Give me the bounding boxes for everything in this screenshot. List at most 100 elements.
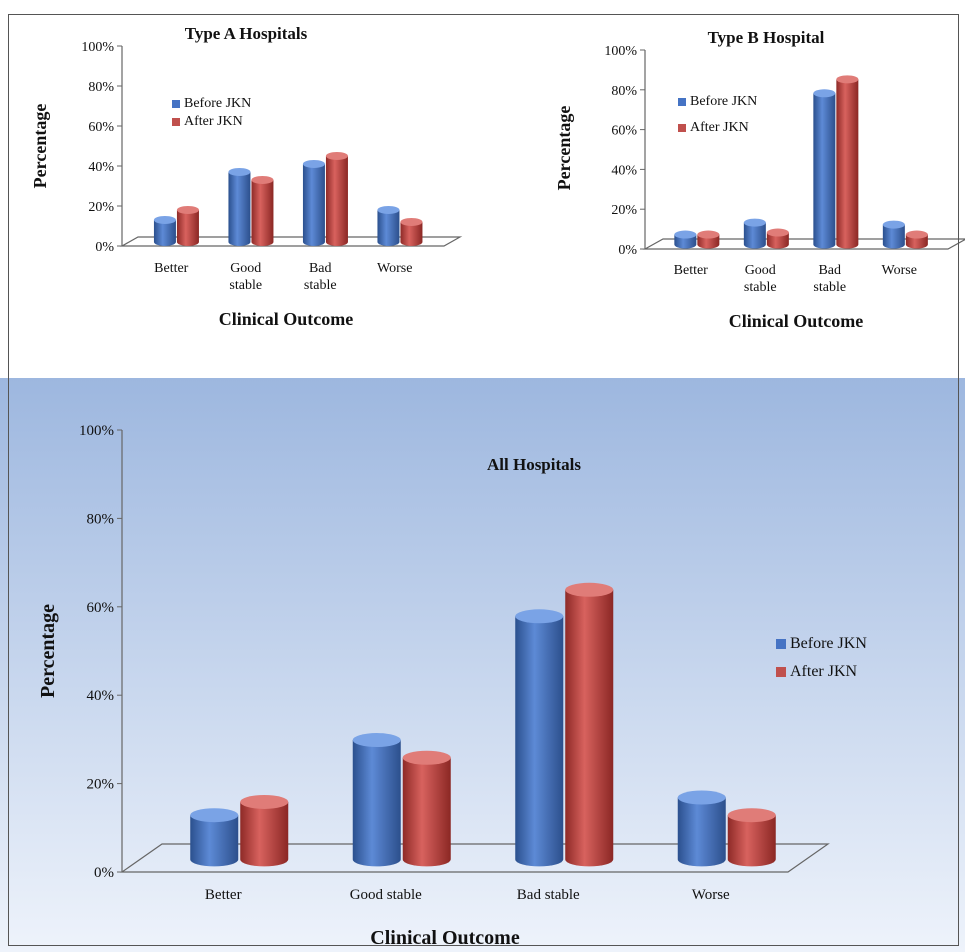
bar-before-worse [377, 205, 400, 246]
chart-floor [119, 236, 463, 247]
bar-top [727, 808, 776, 823]
y-tick-label: 20% [88, 200, 114, 215]
y-tick-label: 40% [88, 160, 114, 175]
bar-body [377, 209, 400, 246]
y-tick-label: 100% [604, 44, 637, 59]
bar-before-bad-stable [813, 89, 836, 249]
bar-body [743, 222, 766, 249]
bar-body [674, 234, 697, 249]
bar-body [813, 93, 836, 249]
legend-swatch-after [776, 667, 786, 677]
legend-label-after: After JKN [184, 114, 243, 129]
bar-body [228, 171, 251, 246]
y-tick-label: 60% [88, 120, 114, 135]
chart-svg: 0% 20% 40% 60% 80% 100% Better Good stable Bad s… [0, 378, 965, 952]
bar-body [400, 221, 423, 246]
chart-title: Type A Hospitals [185, 24, 308, 43]
chart-svg: 0% 20% 40% 60% 80% 100% Better Good stable Bad sta… [30, 24, 463, 329]
x-category-label: Worse [377, 261, 412, 276]
type-b-hospital-chart: 0% 20% 40% 60% 80% 100% Better Good stable Bad sta… [482, 0, 965, 378]
y-tick-label: 0% [95, 240, 114, 255]
legend-label-after: After JKN [690, 120, 749, 135]
y-axis-label: Percentage [554, 106, 574, 191]
bar-body [727, 815, 776, 867]
chart-title: All Hospitals [487, 455, 581, 474]
bar-before-better [674, 230, 697, 249]
x-category-label: Better [154, 261, 189, 276]
legend-swatch-after [678, 124, 686, 132]
legend-swatch-after [172, 118, 180, 126]
y-tick-label: 40% [611, 163, 637, 178]
bar-body [240, 801, 289, 867]
bar-top [905, 230, 928, 239]
legend-swatch-before [172, 100, 180, 108]
bar-before-better [190, 808, 239, 867]
y-tick-label: 20% [611, 203, 637, 218]
x-axis-label: Clinical Outcome [729, 311, 863, 331]
bar-body [402, 757, 451, 867]
bar-body [190, 815, 239, 867]
bar-body [766, 232, 789, 249]
bar-after-bad-stable [565, 582, 614, 867]
x-axis-label: Clinical Outcome [370, 927, 520, 949]
bar-body [515, 616, 564, 867]
bar-after-worse [727, 808, 776, 867]
bar-body [677, 797, 726, 867]
chart-floor [120, 843, 830, 873]
bar-after-better [240, 794, 289, 867]
bar-top [677, 790, 726, 805]
y-tick-label: 80% [87, 511, 115, 527]
bar-top [302, 159, 325, 168]
bar-after-good-stable [766, 228, 789, 249]
x-category-label: stable [744, 280, 777, 295]
bar-before-good-stable [743, 218, 766, 249]
bar-after-bad-stable [325, 151, 348, 246]
y-tick-label: 80% [88, 80, 114, 95]
x-category-label: Good stable [350, 887, 422, 903]
bar-body [325, 155, 348, 246]
bar-top [674, 230, 697, 239]
y-tick-label: 60% [87, 600, 115, 616]
bar-body [836, 79, 859, 249]
x-category-label: Better [205, 887, 242, 903]
legend-label-before: Before JKN [690, 94, 757, 109]
x-category-label: Bad [818, 263, 841, 278]
bar-top [402, 750, 451, 765]
bar-top [176, 205, 199, 214]
chart-background [0, 378, 965, 952]
y-tick-label: 100% [81, 40, 114, 55]
bar-body [697, 234, 720, 249]
x-category-label: Better [674, 263, 709, 278]
bar-top [190, 808, 239, 823]
bar-before-bad-stable [302, 159, 325, 246]
bar-top [377, 205, 400, 214]
legend-label-before: Before JKN [184, 96, 251, 111]
x-category-label: stable [229, 278, 262, 293]
x-category-label: Bad [309, 261, 332, 276]
legend-swatch-before [678, 98, 686, 106]
bar-body [565, 589, 614, 867]
bar-top [697, 230, 720, 239]
bar-top [836, 75, 859, 84]
y-tick-label: 20% [87, 777, 115, 793]
y-tick-label: 0% [94, 865, 114, 881]
y-tick-label: 80% [611, 84, 637, 99]
chart-svg: 0% 20% 40% 60% 80% 100% Better Good stable Bad sta… [554, 28, 965, 331]
bar-after-worse [400, 217, 423, 246]
y-tick-label: 0% [618, 243, 637, 258]
x-axis-label: Clinical Outcome [219, 309, 353, 329]
bar-before-better [153, 215, 176, 246]
bar-body [176, 209, 199, 246]
type-a-hospitals-chart: 0% 20% 40% 60% 80% 100% Better Good stable Bad sta… [0, 0, 482, 378]
y-axis-label: Percentage [30, 104, 50, 189]
x-category-label: Good [745, 263, 776, 278]
bar-top [882, 220, 905, 229]
legend-label-before: Before JKN [790, 635, 867, 652]
x-category-label: stable [813, 280, 846, 295]
x-category-label: Bad stable [517, 887, 580, 903]
bar-before-good-stable [228, 167, 251, 246]
bar-after-better [176, 205, 199, 246]
y-tick-label: 40% [87, 688, 115, 704]
bar-body [251, 179, 274, 246]
